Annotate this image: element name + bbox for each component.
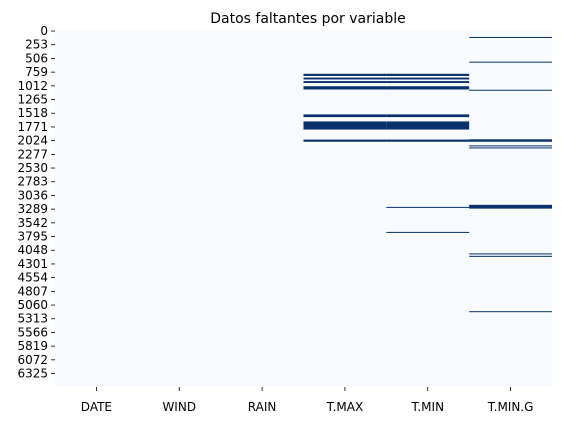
missing-block [303, 121, 387, 130]
y-tick-label: 1265 [17, 93, 48, 107]
missing-block [469, 61, 552, 63]
missing-block [386, 139, 470, 142]
missing-block [469, 139, 552, 142]
heatmap-column-rain [220, 31, 304, 387]
chart-title: Datos faltantes por variable [210, 11, 405, 27]
y-tick-label: 2277 [17, 147, 48, 161]
y-tick-label: 4301 [17, 257, 48, 271]
y-tick-label: 506 [25, 51, 48, 65]
y-tick-label: 5566 [17, 325, 48, 339]
x-axis: DATE WIND RAIN T.MAX T.MIN T.MIN.G [81, 387, 534, 414]
heatmap-column-t-min [386, 31, 470, 387]
missing-block [386, 73, 470, 76]
missing-block [303, 139, 387, 142]
y-tick-label: 3036 [17, 188, 48, 202]
missing-block [386, 86, 470, 90]
y-tick-label: 253 [25, 38, 48, 52]
missing-block [303, 77, 387, 80]
y-tick-label: 5819 [17, 339, 48, 353]
y-tick-label: 3289 [17, 202, 48, 216]
heatmap-column-t-max [303, 31, 387, 387]
heatmap-column-wind [137, 31, 222, 387]
missing-block [469, 89, 552, 91]
x-tick-label: DATE [81, 400, 112, 414]
y-tick-label: 6072 [17, 353, 48, 367]
y-axis: 0253506759101212651518177120242277253027… [17, 24, 55, 381]
y-tick-label: 4807 [17, 284, 48, 298]
missing-block [386, 231, 470, 233]
x-tick-label: T.MIN.G [487, 400, 534, 414]
missing-block [469, 255, 552, 257]
missing-block [303, 73, 387, 76]
y-tick-label: 1771 [17, 120, 48, 134]
missing-block [386, 77, 470, 80]
missing-block [386, 121, 470, 130]
heatmap-cells [55, 31, 553, 387]
y-tick-label: 2024 [17, 134, 48, 148]
y-tick-label: 4554 [17, 271, 48, 285]
y-tick-label: 2783 [17, 175, 48, 189]
missing-block [469, 204, 552, 209]
missing-block [386, 81, 470, 83]
y-tick-label: 5313 [17, 312, 48, 326]
x-tick-label: RAIN [248, 400, 277, 414]
y-tick-label: 3795 [17, 230, 48, 244]
missing-block [469, 36, 552, 38]
y-tick-label: 1518 [17, 106, 48, 120]
y-tick-label: 2530 [17, 161, 48, 175]
missing-block [303, 86, 387, 90]
heatmap-column-t-min-g [469, 31, 553, 387]
x-tick-label: T.MIN [410, 400, 444, 414]
x-tick-label: WIND [162, 400, 196, 414]
y-tick-label: 5060 [17, 298, 48, 312]
y-tick-label: 0 [40, 24, 48, 38]
missing-block [469, 311, 552, 313]
missing-block [469, 253, 552, 255]
x-tick-label: T.MAX [326, 400, 364, 414]
missing-block [469, 147, 552, 149]
missing-block [469, 145, 552, 147]
y-tick-label: 759 [25, 65, 48, 79]
y-tick-label: 6325 [17, 367, 48, 381]
missing-block [303, 81, 387, 83]
missing-block [303, 114, 387, 118]
y-tick-label: 3542 [17, 216, 48, 230]
y-tick-label: 1012 [17, 79, 48, 93]
y-tick-label: 4048 [17, 243, 48, 257]
heatmap-column-date [55, 31, 139, 387]
missing-block [386, 206, 470, 208]
missing-block [386, 114, 470, 118]
